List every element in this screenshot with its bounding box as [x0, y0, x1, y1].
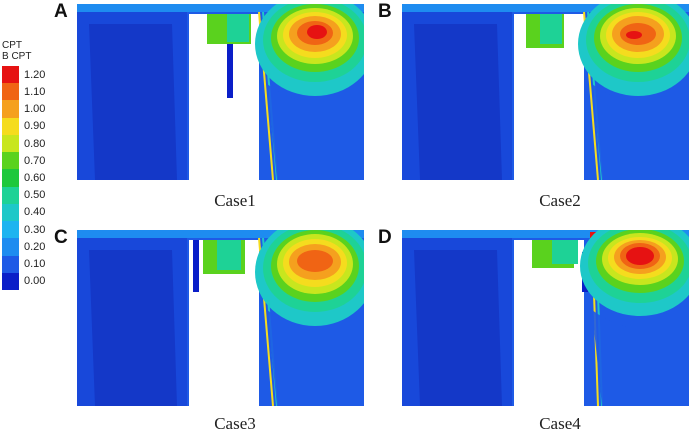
panel-letter-c: C — [54, 227, 68, 248]
legend-swatch — [2, 238, 19, 257]
panel-letter-d: D — [378, 227, 392, 248]
legend-tick-label: 1.10 — [24, 85, 46, 98]
panel-b-contour — [402, 4, 689, 180]
legend-swatch — [2, 272, 19, 291]
legend-swatch — [2, 255, 19, 274]
legend-tick-label: 0.10 — [24, 258, 46, 271]
case-label-2: Case2 — [539, 191, 581, 210]
panel-c-contour — [77, 230, 364, 406]
legend-tick-label: 0.70 — [24, 154, 46, 167]
panel-letter-b: B — [378, 1, 392, 22]
legend-swatch — [2, 83, 19, 101]
case-label-1: Case1 — [214, 191, 256, 210]
case-label-3: Case3 — [214, 414, 256, 433]
legend-subtitle: B CPT — [2, 51, 32, 62]
legend-swatch — [2, 186, 19, 205]
legend-swatch — [2, 134, 19, 153]
legend-tick-label: 0.30 — [24, 223, 46, 236]
colorbar-legend: CPT B CPT 1.20 1.10 1.00 0.90 0.80 0.70 0.60 0.… — [0, 40, 76, 300]
legend-tick-label: 0.00 — [24, 275, 46, 288]
legend-tick-label: 0.20 — [24, 240, 46, 253]
legend-tick-label: 0.40 — [24, 206, 46, 219]
legend-swatch — [2, 169, 19, 188]
legend-tick-label: 0.50 — [24, 189, 46, 202]
legend-tick-label: 0.60 — [24, 172, 46, 184]
legend-tick-label: 1.20 — [24, 68, 46, 81]
legend-tick-label: 0.90 — [24, 120, 46, 133]
case-label-4: Case4 — [539, 414, 581, 433]
legend-tick-label: 1.00 — [24, 103, 46, 116]
legend-swatch — [2, 221, 19, 239]
legend-swatch — [2, 152, 19, 170]
legend-swatch — [2, 117, 19, 136]
panel-a-contour — [77, 4, 364, 180]
legend-swatch — [2, 100, 19, 119]
legend-swatch — [2, 203, 19, 222]
colorbar — [2, 66, 19, 291]
panel-letter-a: A — [54, 1, 68, 22]
panel-d-contour — [402, 230, 689, 406]
legend-tick-label: 0.80 — [24, 137, 46, 150]
legend-swatch — [2, 66, 19, 84]
legend-title: CPT — [2, 40, 22, 51]
